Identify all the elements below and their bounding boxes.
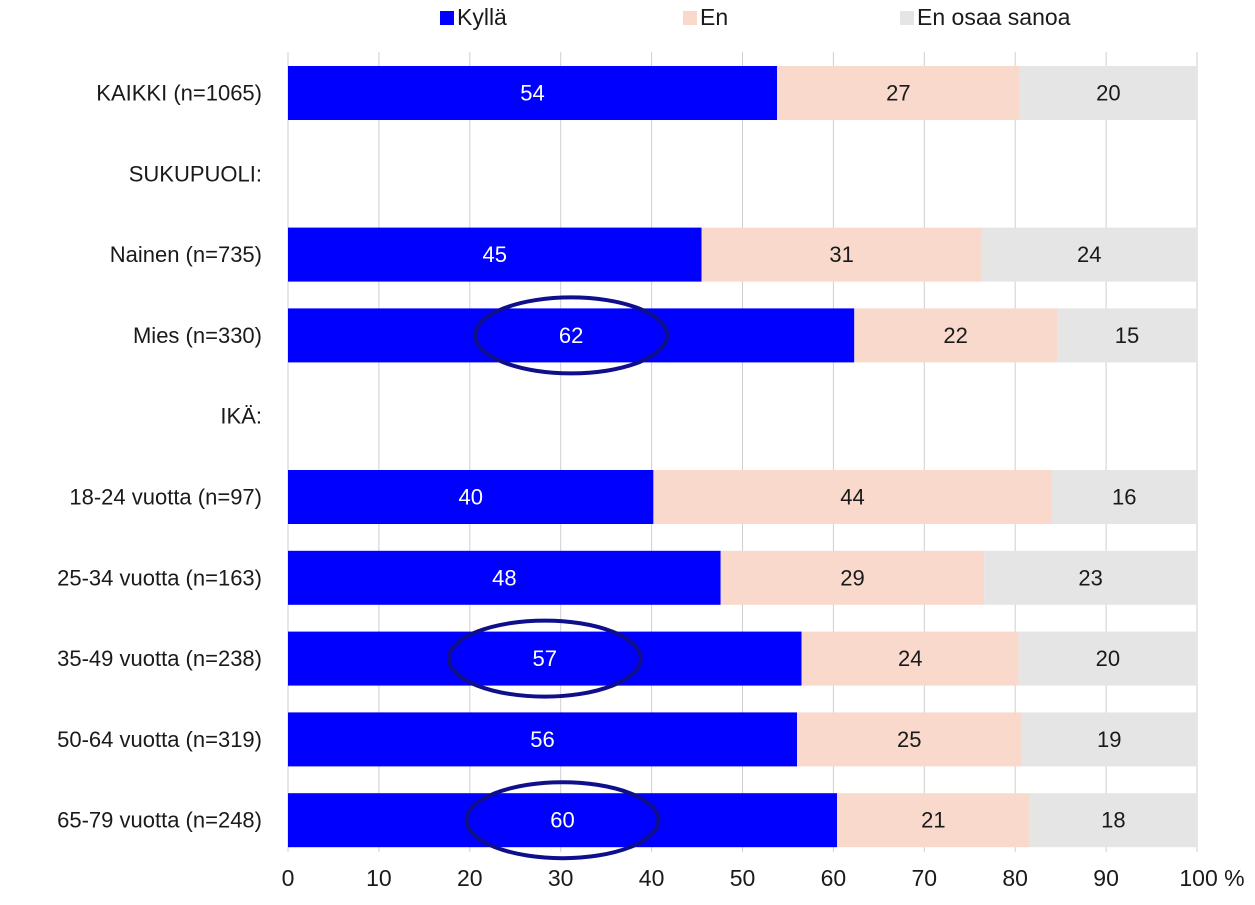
x-tick-label: 90 — [1093, 865, 1119, 891]
bar-segment-en-osaa-sanoa — [1019, 66, 1197, 120]
legend-swatch-kylla — [440, 10, 454, 25]
data-label: 22 — [943, 323, 967, 348]
bar-segment-kyllä — [288, 550, 721, 605]
category-label: KAIKKI (n=1065) — [96, 81, 262, 106]
data-label: 19 — [1097, 727, 1121, 752]
x-tick-label: 30 — [548, 865, 574, 891]
category-label: 35-49 vuotta (n=238) — [57, 646, 262, 671]
data-label: 23 — [1078, 565, 1102, 590]
bar-segment-kyllä — [288, 793, 838, 848]
bar-segment-en — [701, 227, 982, 282]
data-label: 31 — [829, 242, 853, 267]
x-tick-label: 70 — [912, 865, 938, 891]
data-label: 54 — [520, 81, 544, 106]
highlight-ellipse — [473, 295, 670, 376]
category-label: 25-34 vuotta (n=163) — [57, 565, 262, 590]
data-label: 60 — [550, 808, 574, 833]
bar-segment-en-osaa-sanoa — [1018, 631, 1197, 686]
x-tick-label: 10 — [366, 865, 392, 891]
bar-segment-kyllä — [288, 227, 702, 282]
bar-segment-kyllä — [288, 66, 778, 120]
data-label: 57 — [533, 646, 557, 671]
x-tick-label: 80 — [1002, 865, 1028, 891]
x-tick-label: 0 — [282, 865, 295, 891]
category-label: IKÄ: — [220, 404, 262, 429]
bar-segment-kyllä — [288, 712, 798, 767]
data-label: 24 — [898, 646, 922, 671]
x-tick-label: 60 — [821, 865, 847, 891]
x-tick-label: 40 — [639, 865, 665, 891]
data-label: 15 — [1115, 323, 1139, 348]
x-tick-label: 50 — [730, 865, 756, 891]
bar-segment-en — [837, 793, 1030, 848]
data-label: 48 — [492, 565, 516, 590]
highlight-ellipse — [446, 618, 643, 699]
bar-segment-en-osaa-sanoa — [1029, 793, 1197, 848]
category-label: Mies (n=330) — [133, 323, 262, 348]
data-label: 62 — [559, 323, 583, 348]
data-label: 44 — [840, 485, 864, 510]
legend-swatch-en-osaa-sanoa — [900, 10, 914, 25]
bar-segment-kyllä — [288, 470, 654, 524]
bar-segment-en-osaa-sanoa — [1021, 712, 1197, 767]
category-label: 18-24 vuotta (n=97) — [69, 485, 262, 510]
data-label: 29 — [840, 565, 864, 590]
legend-label-kylla: Kyllä — [457, 4, 507, 30]
bar-segment-en-osaa-sanoa — [1051, 470, 1197, 524]
x-tick-label: 20 — [457, 865, 483, 891]
bar-segment-en — [777, 66, 1020, 120]
category-label: 65-79 vuotta (n=248) — [57, 808, 262, 833]
bar-segment-en — [797, 712, 1022, 767]
bar-segment-en-osaa-sanoa — [984, 550, 1197, 605]
bar-segment-en — [854, 308, 1058, 363]
legend-label-en-osaa-sanoa: En osaa sanoa — [917, 4, 1071, 30]
data-label: 21 — [921, 808, 945, 833]
data-label: 27 — [886, 81, 910, 106]
bar-segment-en — [720, 550, 985, 605]
legend-item-kylla: Kyllä — [440, 4, 507, 31]
highlight-ellipse — [464, 780, 661, 861]
bar-segment-kyllä — [288, 308, 855, 363]
data-label: 45 — [483, 242, 507, 267]
legend: Kyllä En En osaa sanoa — [0, 4, 1255, 34]
category-label: 50-64 vuotta (n=319) — [57, 727, 262, 752]
legend-label-en: En — [700, 4, 729, 30]
legend-item-en-osaa-sanoa: En osaa sanoa — [900, 4, 1070, 31]
x-tick-label: 100 % — [1179, 865, 1244, 891]
category-label: Nainen (n=735) — [110, 242, 262, 267]
data-label: 56 — [530, 727, 554, 752]
data-label: 16 — [1112, 485, 1136, 510]
bar-segment-en — [653, 470, 1052, 524]
data-label: 25 — [897, 727, 921, 752]
data-label: 24 — [1077, 242, 1101, 267]
data-label: 20 — [1096, 646, 1120, 671]
category-label: SUKUPUOLI: — [129, 161, 262, 186]
data-label: 40 — [458, 485, 482, 510]
legend-swatch-en — [683, 10, 697, 25]
data-label: 20 — [1096, 81, 1120, 106]
data-label: 18 — [1101, 808, 1125, 833]
legend-item-en: En — [683, 4, 728, 31]
bar-segment-en-osaa-sanoa — [981, 227, 1197, 282]
bar-segment-kyllä — [288, 631, 802, 686]
bar-segment-en-osaa-sanoa — [1057, 308, 1197, 363]
bar-segment-en — [801, 631, 1019, 686]
